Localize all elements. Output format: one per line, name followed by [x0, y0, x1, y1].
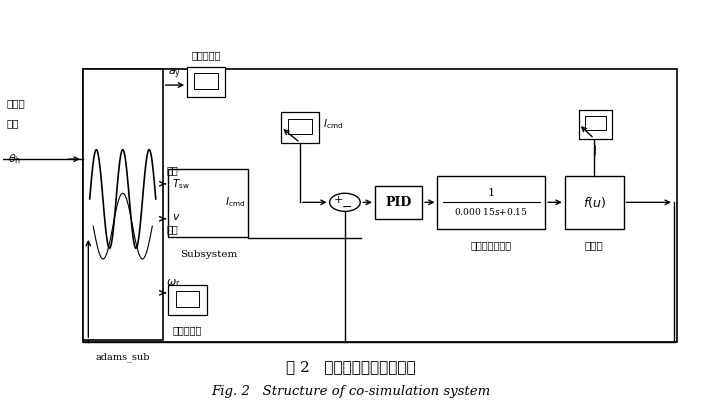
- Bar: [288, 118, 312, 134]
- Text: Subsystem: Subsystem: [179, 250, 237, 259]
- Bar: [437, 176, 545, 229]
- Bar: [578, 110, 612, 138]
- Text: $T_{\rm sw}$: $T_{\rm sw}$: [172, 178, 190, 191]
- Text: 车速: 车速: [166, 225, 178, 234]
- Text: 1: 1: [488, 188, 495, 198]
- Text: $\theta_{\rm h}$: $\theta_{\rm h}$: [8, 152, 21, 166]
- Bar: [175, 291, 199, 307]
- Text: $v$: $v$: [172, 212, 181, 222]
- Text: $I_{\rm cmd}$: $I_{\rm cmd}$: [322, 117, 343, 131]
- Bar: [585, 116, 606, 131]
- Text: $I_{\rm cmd}$: $I_{\rm cmd}$: [225, 196, 245, 209]
- Text: 侧向加速度: 侧向加速度: [192, 51, 222, 60]
- Text: adams_sub: adams_sub: [95, 352, 150, 362]
- Bar: [187, 67, 225, 98]
- Text: 图 2   联合仿真系统结构框图: 图 2 联合仿真系统结构框图: [286, 360, 415, 374]
- Bar: [375, 186, 422, 219]
- Bar: [83, 69, 163, 340]
- Text: 黄摆角速度: 黄摆角速度: [172, 326, 202, 335]
- Bar: [168, 285, 207, 316]
- Text: 转向盘: 转向盘: [6, 99, 25, 108]
- Bar: [281, 112, 319, 143]
- Text: 0.000 15$s$+0.15: 0.000 15$s$+0.15: [454, 206, 528, 217]
- Bar: [194, 73, 218, 89]
- Text: 控制力: 控制力: [585, 241, 604, 251]
- Text: |: |: [594, 145, 597, 155]
- Text: PID: PID: [386, 196, 411, 209]
- Text: 转矩: 转矩: [166, 166, 178, 176]
- Bar: [83, 69, 677, 342]
- Text: $f(u)$: $f(u)$: [583, 195, 606, 210]
- Text: 电动机传递函数: 电动机传递函数: [471, 241, 512, 251]
- Text: 转角: 转角: [6, 120, 19, 129]
- Circle shape: [329, 193, 360, 211]
- Bar: [168, 169, 248, 237]
- Text: $\omega_{\rm r}$: $\omega_{\rm r}$: [165, 277, 180, 289]
- Text: +: +: [334, 195, 343, 205]
- Text: −: −: [341, 201, 352, 214]
- Text: $a_{\rm y}$: $a_{\rm y}$: [168, 67, 182, 81]
- Bar: [565, 176, 624, 229]
- Text: Fig. 2   Structure of co-simulation system: Fig. 2 Structure of co-simulation system: [211, 385, 490, 398]
